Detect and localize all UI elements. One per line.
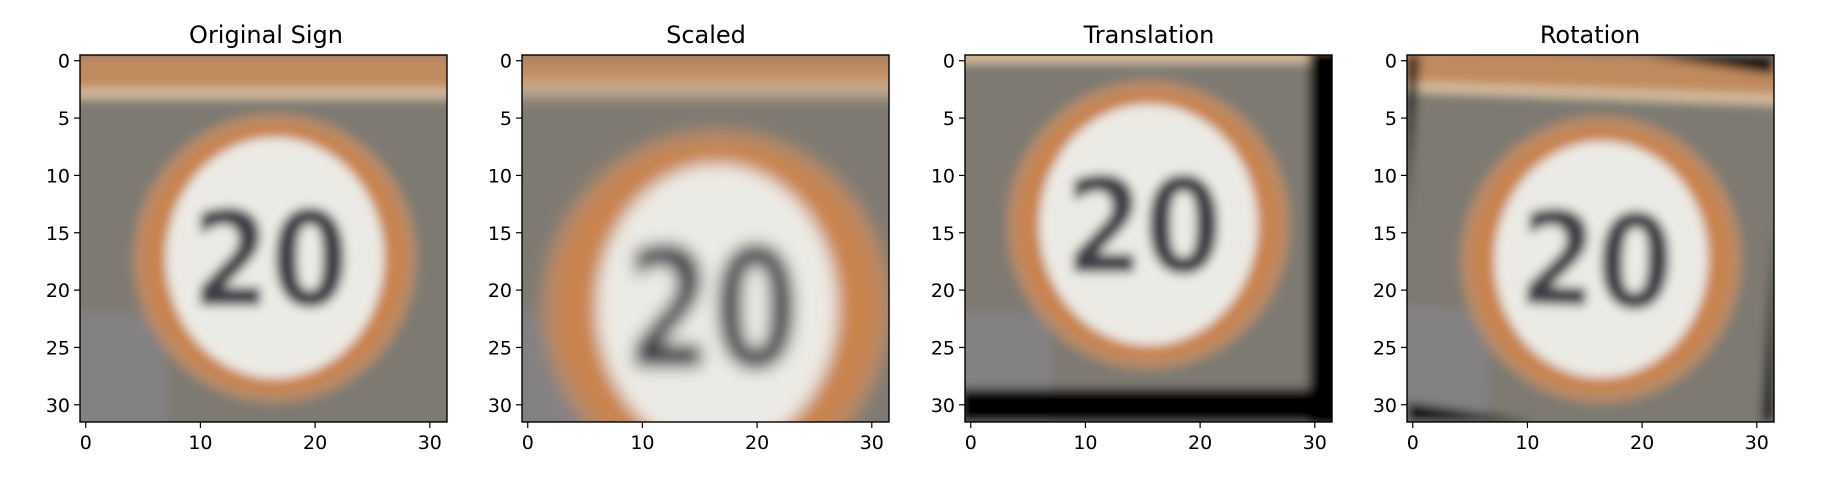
panel-rotation: Rotation 20 0 10 20 30 0 5 10 15 20 25 30 <box>1373 21 1775 454</box>
x-axis: 0 10 20 30 <box>522 422 884 454</box>
axes-frame <box>521 54 890 423</box>
panel-original: Original Sign 20 0 10 20 30 0 5 10 15 20 25 30 <box>46 21 448 454</box>
x-tick-label: 0 <box>1407 432 1419 454</box>
y-tick-label: 5 <box>500 108 512 130</box>
sign-number: 20 <box>1517 183 1677 339</box>
sign-image: 20 <box>80 55 447 422</box>
y-tick-label: 5 <box>1385 108 1397 130</box>
y-tick-label: 5 <box>58 108 70 130</box>
black-corner-bottom <box>1407 402 1539 422</box>
sign-layer: 20 <box>965 55 1332 422</box>
x-tick-label: 10 <box>188 432 212 454</box>
sign-layer: 20 <box>1407 55 1774 422</box>
y-axis: 0 5 10 15 20 25 30 <box>1373 51 1407 417</box>
x-tick-label: 30 <box>860 432 884 454</box>
axes-frame <box>964 54 1333 423</box>
top-bar <box>522 55 889 88</box>
y-tick-label: 30 <box>488 395 512 417</box>
top-bar-stripe <box>80 88 447 99</box>
x-tick-label: 10 <box>630 432 654 454</box>
sign-face <box>596 163 838 422</box>
panel-title: Translation <box>1083 21 1215 49</box>
y-tick-label: 30 <box>1373 395 1397 417</box>
sign-number: 20 <box>191 184 349 337</box>
sign-image: 20 <box>1407 55 1774 422</box>
y-tick-label: 10 <box>1373 165 1397 187</box>
panel-title: Scaled <box>666 21 746 49</box>
top-bar-stripe <box>965 55 1332 64</box>
sign-face <box>166 137 384 379</box>
x-axis: 0 10 20 30 <box>80 422 442 454</box>
x-tick-label: 30 <box>418 432 442 454</box>
y-tick-label: 25 <box>1373 337 1397 359</box>
sign-number: 20 <box>1065 151 1223 304</box>
y-tick-label: 25 <box>46 337 70 359</box>
x-tick-label: 0 <box>80 432 92 454</box>
x-tick-label: 20 <box>1188 432 1212 454</box>
y-tick-label: 15 <box>46 223 70 245</box>
y-tick-label: 0 <box>500 51 512 73</box>
background-tint <box>965 313 1052 422</box>
sign-layer: 20 <box>80 55 447 422</box>
sign-face <box>1039 104 1258 346</box>
x-tick-label: 30 <box>1303 432 1327 454</box>
x-tick-label: 20 <box>745 432 769 454</box>
top-bar <box>80 55 447 92</box>
x-tick-label: 20 <box>1630 432 1654 454</box>
y-tick-label: 15 <box>931 223 955 245</box>
x-tick-label: 10 <box>1515 432 1539 454</box>
y-tick-label: 15 <box>488 223 512 245</box>
top-bar-stripe <box>522 83 889 94</box>
axes-frame <box>79 54 448 423</box>
y-tick-label: 20 <box>46 280 70 302</box>
y-tick-label: 25 <box>931 337 955 359</box>
sign-layer: 20 <box>522 55 889 422</box>
y-axis: 0 5 10 15 20 25 30 <box>46 51 80 417</box>
y-tick-label: 20 <box>1373 280 1397 302</box>
y-tick-label: 30 <box>46 395 70 417</box>
x-axis: 0 10 20 30 <box>965 422 1327 454</box>
background-tint <box>1407 305 1491 422</box>
x-tick-label: 0 <box>965 432 977 454</box>
sign-image: 20 <box>965 55 1332 422</box>
x-tick-label: 0 <box>522 432 534 454</box>
x-axis: 0 10 20 30 <box>1407 422 1769 454</box>
sign-face <box>1494 141 1708 378</box>
sign-number: 20 <box>625 214 800 407</box>
background-tint <box>80 313 167 422</box>
panel-scaled: Scaled 20 0 10 20 30 0 5 10 15 20 25 30 <box>488 21 890 454</box>
y-tick-label: 15 <box>1373 223 1397 245</box>
y-tick-label: 20 <box>488 280 512 302</box>
panel-translation: Translation 20 0 10 20 30 0 5 10 15 20 25 30 <box>931 21 1333 454</box>
y-axis: 0 5 10 15 20 25 30 <box>488 51 522 417</box>
y-tick-label: 25 <box>488 337 512 359</box>
x-tick-label: 10 <box>1073 432 1097 454</box>
sign-image: 20 <box>522 55 889 422</box>
y-tick-label: 10 <box>46 165 70 187</box>
x-tick-label: 20 <box>303 432 327 454</box>
black-fill-bottom <box>965 388 1332 422</box>
panel-title: Rotation <box>1540 21 1640 49</box>
black-corner-top <box>1642 55 1774 75</box>
x-tick-label: 30 <box>1745 432 1769 454</box>
top-bar-stripe <box>1407 80 1774 107</box>
y-tick-label: 10 <box>931 165 955 187</box>
y-tick-label: 5 <box>943 108 955 130</box>
panel-title: Original Sign <box>189 21 343 49</box>
y-tick-label: 20 <box>931 280 955 302</box>
axes-frame <box>1406 54 1775 423</box>
y-tick-label: 10 <box>488 165 512 187</box>
y-tick-label: 0 <box>58 51 70 73</box>
y-tick-label: 0 <box>1385 51 1397 73</box>
y-tick-label: 30 <box>931 395 955 417</box>
black-fill-right <box>1309 55 1332 422</box>
y-axis: 0 5 10 15 20 25 30 <box>931 51 965 417</box>
y-tick-label: 0 <box>943 51 955 73</box>
